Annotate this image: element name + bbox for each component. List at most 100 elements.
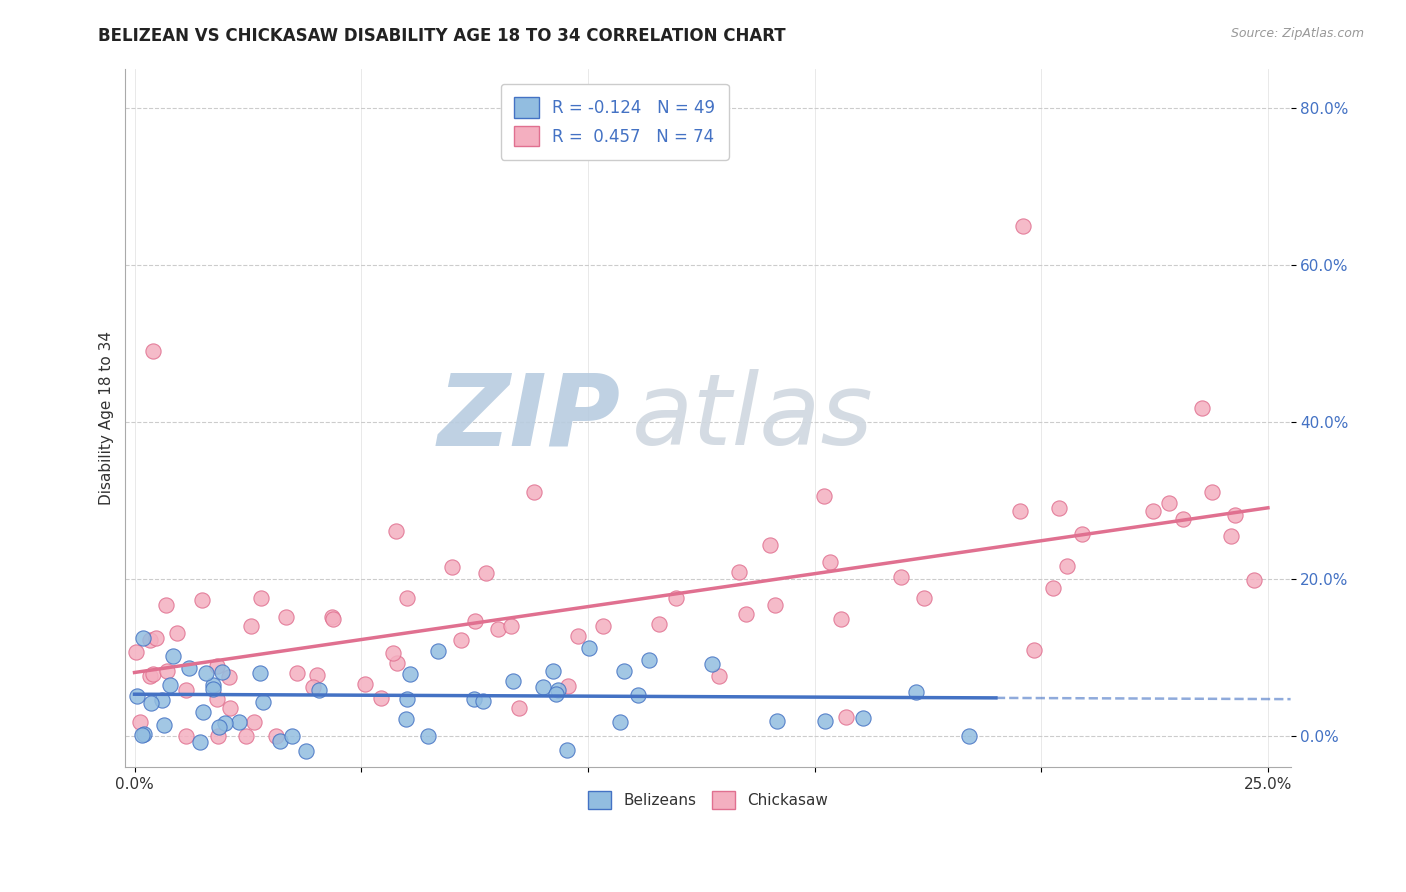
Point [382, 646, 405, 660]
Point [219, 701, 242, 715]
Point [174, 682, 197, 697]
Point [159, 678, 181, 692]
Point [177, 661, 200, 675]
Point [269, 733, 291, 747]
Point [1070, 527, 1092, 541]
Point [155, 598, 177, 612]
Point [1191, 401, 1213, 415]
Point [1049, 501, 1071, 516]
Point [426, 643, 449, 657]
Point [766, 714, 789, 728]
Point [218, 670, 240, 684]
Point [308, 682, 330, 697]
Point [463, 691, 485, 706]
Point [162, 648, 184, 663]
Point [127, 689, 149, 703]
Y-axis label: Disability Age 18 to 34: Disability Age 18 to 34 [100, 331, 114, 505]
Point [905, 685, 928, 699]
Point [125, 645, 148, 659]
Point [852, 711, 875, 725]
Point [665, 591, 688, 605]
Point [385, 524, 408, 538]
Point [249, 666, 271, 681]
Point [734, 607, 756, 621]
Point [285, 665, 308, 680]
Point [912, 591, 935, 606]
Point [763, 598, 786, 612]
Point [1024, 643, 1046, 657]
Point [370, 691, 392, 706]
Point [474, 566, 496, 580]
Point [648, 616, 671, 631]
Point [418, 729, 440, 743]
Point [322, 612, 344, 626]
Point [707, 669, 730, 683]
Point [354, 677, 377, 691]
Point [592, 619, 614, 633]
Text: ZIP: ZIP [437, 369, 620, 467]
Point [1042, 581, 1064, 595]
Point [214, 715, 236, 730]
Point [174, 729, 197, 743]
Point [188, 734, 211, 748]
Point [131, 728, 153, 742]
Point [250, 591, 273, 605]
Point [502, 674, 524, 689]
Point [276, 610, 298, 624]
Point [637, 653, 659, 667]
Point [142, 666, 165, 681]
Point [398, 667, 420, 681]
Point [450, 632, 472, 647]
Point [890, 570, 912, 584]
Point [129, 714, 152, 729]
Legend: Belizeans, Chickasaw: Belizeans, Chickasaw [582, 785, 834, 815]
Point [820, 555, 842, 569]
Point [557, 679, 579, 693]
Point [139, 669, 162, 683]
Point [1201, 484, 1223, 499]
Point [252, 695, 274, 709]
Text: Source: ZipAtlas.com: Source: ZipAtlas.com [1230, 27, 1364, 40]
Point [191, 593, 214, 607]
Point [142, 344, 165, 359]
Point [1159, 496, 1181, 510]
Point [1243, 573, 1265, 587]
Point [613, 664, 636, 678]
Point [1142, 503, 1164, 517]
Point [486, 622, 509, 636]
Point [441, 560, 464, 574]
Point [295, 744, 318, 758]
Point [202, 678, 225, 692]
Point [1056, 559, 1078, 574]
Point [759, 538, 782, 552]
Point [834, 710, 856, 724]
Text: atlas: atlas [633, 369, 875, 467]
Point [544, 687, 567, 701]
Point [814, 714, 837, 728]
Point [547, 683, 569, 698]
Point [166, 625, 188, 640]
Point [728, 566, 751, 580]
Point [396, 591, 419, 606]
Point [523, 485, 546, 500]
Point [301, 681, 323, 695]
Point [464, 614, 486, 628]
Point [281, 729, 304, 743]
Point [567, 629, 589, 643]
Point [578, 640, 600, 655]
Point [1223, 508, 1246, 522]
Point [627, 688, 650, 702]
Point [153, 718, 176, 732]
Point [321, 610, 343, 624]
Point [609, 714, 631, 729]
Point [243, 714, 266, 729]
Point [132, 726, 155, 740]
Text: BELIZEAN VS CHICKASAW DISABILITY AGE 18 TO 34 CORRELATION CHART: BELIZEAN VS CHICKASAW DISABILITY AGE 18 … [98, 27, 786, 45]
Point [132, 632, 155, 646]
Point [235, 729, 257, 743]
Point [202, 681, 225, 696]
Point [555, 743, 578, 757]
Point [385, 656, 408, 670]
Point [1010, 504, 1032, 518]
Point [156, 664, 179, 678]
